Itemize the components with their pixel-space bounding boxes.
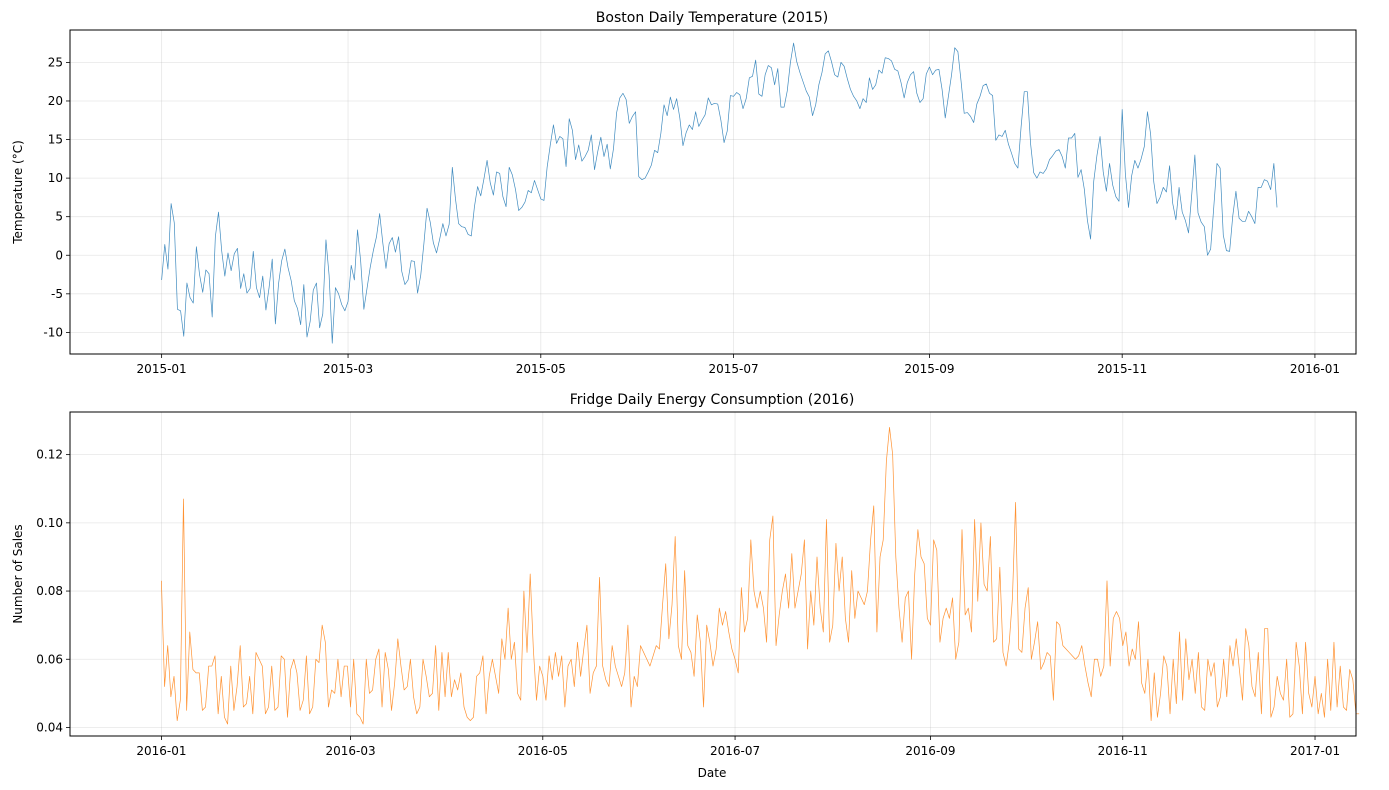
- temperature-x-tick-label: 2015-05: [516, 362, 566, 376]
- energy-chart-panel: Fridge Daily Energy Consumption (2016) 0…: [11, 392, 1360, 780]
- temperature-plot-frame: [69, 29, 1357, 355]
- energy-chart-title: Fridge Daily Energy Consumption (2016): [570, 392, 855, 408]
- temperature-y-tick-label: -5: [51, 287, 63, 301]
- temperature-y-tick-label: 5: [55, 210, 63, 224]
- temperature-y-tick-label: 10: [48, 171, 63, 185]
- energy-x-tick-label: 2016-01: [136, 744, 186, 758]
- energy-x-tick-label: 2016-03: [325, 744, 375, 758]
- energy-plot-frame: [69, 411, 1357, 737]
- energy-x-tick-label: 2016-05: [518, 744, 568, 758]
- energy-y-tick-label: 0.12: [36, 448, 63, 462]
- temperature-x-tick-label: 2015-07: [708, 362, 758, 376]
- temperature-y-tick-label: 25: [48, 55, 63, 69]
- energy-x-axis-label: Date: [698, 766, 727, 780]
- temperature-series-line: [161, 42, 1278, 344]
- energy-y-tick-label: 0.08: [36, 584, 63, 598]
- temperature-x-tick-label: 2015-11: [1097, 362, 1147, 376]
- temperature-y-tick-label: 20: [48, 94, 63, 108]
- temperature-y-tick-label: 0: [55, 248, 63, 262]
- temperature-y-axis-label: Temperature (°C): [11, 140, 25, 245]
- energy-x-tick-label: 2016-11: [1098, 744, 1148, 758]
- energy-x-tick-label: 2016-09: [905, 744, 955, 758]
- temperature-x-tick-label: 2016-01: [1290, 362, 1340, 376]
- temperature-chart-panel: Boston Daily Temperature (2015) -10 -5 0 5 1…: [11, 10, 1357, 376]
- energy-y-tick-label: 0.10: [36, 516, 63, 530]
- energy-y-tick-label: 0.06: [36, 652, 63, 666]
- temperature-x-tick-label: 2015-09: [904, 362, 954, 376]
- energy-y-axis-label: Number of Sales: [11, 524, 25, 623]
- temperature-x-tick-label: 2015-03: [323, 362, 373, 376]
- energy-series-line: [161, 427, 1360, 725]
- energy-x-tick-label: 2016-07: [710, 744, 760, 758]
- temperature-y-tick-label: 15: [48, 133, 63, 147]
- energy-y-tick-label: 0.04: [36, 720, 63, 734]
- temperature-x-tick-label: 2015-01: [137, 362, 187, 376]
- energy-x-tick-label: 2017-01: [1290, 744, 1340, 758]
- temperature-y-tick-label: -10: [43, 325, 63, 339]
- temperature-chart-title: Boston Daily Temperature (2015): [596, 10, 828, 26]
